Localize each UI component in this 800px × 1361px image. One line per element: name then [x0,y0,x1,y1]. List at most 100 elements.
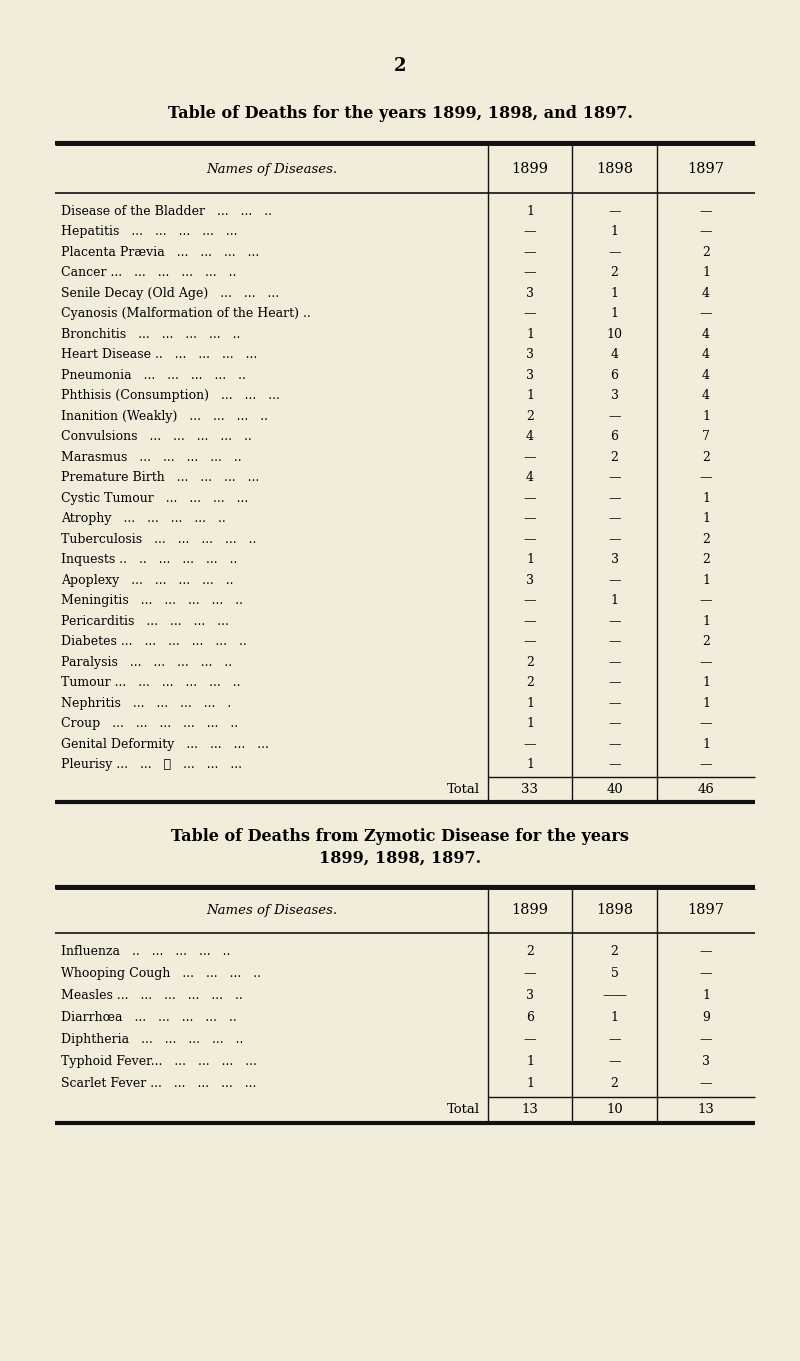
Text: Cyanosis (Malformation of the Heart) ..: Cyanosis (Malformation of the Heart) .. [61,308,310,320]
Text: 1: 1 [702,989,710,1002]
Text: 1: 1 [702,410,710,423]
Text: —: — [524,491,536,505]
Text: 2: 2 [702,532,710,546]
Text: —: — [700,204,712,218]
Text: —: — [608,1033,621,1047]
Text: 6: 6 [610,430,618,444]
Text: 1: 1 [526,554,534,566]
Text: Heart Disease ..   ...   ...   ...   ...: Heart Disease .. ... ... ... ... [61,348,258,361]
Text: —: — [524,615,536,627]
Text: 1: 1 [610,595,618,607]
Text: 3: 3 [526,369,534,381]
Text: 1: 1 [702,512,710,525]
Text: —: — [608,697,621,709]
Text: Inquests ..   ..   ...   ...   ...   ..: Inquests .. .. ... ... ... .. [61,554,238,566]
Text: —: — [700,1033,712,1047]
Text: 1898: 1898 [596,904,633,917]
Text: Table of Deaths for the years 1899, 1898, and 1897.: Table of Deaths for the years 1899, 1898… [167,105,633,121]
Text: 1: 1 [610,226,618,238]
Text: —: — [524,226,536,238]
Text: 1: 1 [526,1055,534,1068]
Text: 4: 4 [702,328,710,340]
Text: —: — [524,738,536,751]
Text: 1: 1 [526,389,534,403]
Text: 9: 9 [702,1011,710,1023]
Text: 10: 10 [606,1102,623,1116]
Text: Pneumonia   ...   ...   ...   ...   ..: Pneumonia ... ... ... ... .. [61,369,246,381]
Text: 2: 2 [526,945,534,958]
Text: 1: 1 [702,676,710,689]
Text: 1897: 1897 [687,904,725,917]
Text: 4: 4 [610,348,618,361]
Text: —: — [700,717,712,731]
Text: —: — [608,676,621,689]
Text: Typhoid Fever...   ...   ...   ...   ...: Typhoid Fever... ... ... ... ... [61,1055,257,1068]
Text: 3: 3 [526,574,534,587]
Text: —: — [524,1033,536,1047]
Text: 2: 2 [702,450,710,464]
Text: 2: 2 [702,246,710,259]
Text: Premature Birth   ...   ...   ...   ...: Premature Birth ... ... ... ... [61,471,259,485]
Text: 3: 3 [526,348,534,361]
Text: —: — [524,450,536,464]
Text: Nephritis   ...   ...   ...   ...   .: Nephritis ... ... ... ... . [61,697,231,709]
Text: —: — [524,267,536,279]
Text: Senile Decay (Old Age)   ...   ...   ...: Senile Decay (Old Age) ... ... ... [61,287,279,299]
Text: Measles ...   ...   ...   ...   ...   ..: Measles ... ... ... ... ... .. [61,989,242,1002]
Text: Scarlet Fever ...   ...   ...   ...   ...: Scarlet Fever ... ... ... ... ... [61,1077,256,1090]
Text: Croup   ...   ...   ...   ...   ...   ..: Croup ... ... ... ... ... .. [61,717,238,731]
Text: —: — [700,758,712,772]
Text: —: — [608,532,621,546]
Text: 1899: 1899 [511,162,549,176]
Text: Names of Diseases.: Names of Diseases. [206,162,337,176]
Text: Pleurisy ...   ...   ⋮   ...   ...   ...: Pleurisy ... ... ⋮ ... ... ... [61,758,242,772]
Text: 1: 1 [610,1011,618,1023]
Text: —: — [700,595,712,607]
Text: —: — [524,246,536,259]
Text: Meningitis   ...   ...   ...   ...   ..: Meningitis ... ... ... ... .. [61,595,243,607]
Text: 10: 10 [606,328,622,340]
Text: —: — [524,308,536,320]
Text: Names of Diseases.: Names of Diseases. [206,904,337,917]
Text: 2: 2 [526,656,534,668]
Text: —: — [608,204,621,218]
Text: 2: 2 [702,554,710,566]
Text: 4: 4 [526,471,534,485]
Text: 2: 2 [610,450,618,464]
Text: —: — [700,945,712,958]
Text: —: — [608,410,621,423]
Text: —: — [608,471,621,485]
Text: —: — [700,471,712,485]
Text: 2: 2 [610,945,618,958]
Text: 2: 2 [394,57,406,75]
Text: 3: 3 [610,554,618,566]
Text: —: — [700,968,712,980]
Text: —: — [700,656,712,668]
Text: 1897: 1897 [687,162,725,176]
Text: ——: —— [602,989,627,1002]
Text: Atrophy   ...   ...   ...   ...   ..: Atrophy ... ... ... ... .. [61,512,226,525]
Text: 3: 3 [526,287,534,299]
Text: Placenta Prævia   ...   ...   ...   ...: Placenta Prævia ... ... ... ... [61,246,259,259]
Text: 2: 2 [610,1077,618,1090]
Text: Total: Total [447,1102,480,1116]
Text: Genital Deformity   ...   ...   ...   ...: Genital Deformity ... ... ... ... [61,738,269,751]
Text: 1: 1 [702,738,710,751]
Text: Influenza   ..   ...   ...   ...   ..: Influenza .. ... ... ... .. [61,945,230,958]
Text: Diabetes ...   ...   ...   ...   ...   ..: Diabetes ... ... ... ... ... .. [61,636,246,648]
Text: 46: 46 [698,783,714,796]
Text: 2: 2 [526,410,534,423]
Text: 4: 4 [702,389,710,403]
Text: 1: 1 [702,697,710,709]
Text: 33: 33 [522,783,538,796]
Text: Convulsions   ...   ...   ...   ...   ..: Convulsions ... ... ... ... .. [61,430,252,444]
Text: 13: 13 [698,1102,714,1116]
Text: —: — [700,226,712,238]
Text: 4: 4 [526,430,534,444]
Text: 6: 6 [610,369,618,381]
Text: —: — [700,308,712,320]
Text: 1899: 1899 [511,904,549,917]
Text: —: — [608,246,621,259]
Text: Paralysis   ...   ...   ...   ...   ..: Paralysis ... ... ... ... .. [61,656,232,668]
Text: 1: 1 [702,267,710,279]
